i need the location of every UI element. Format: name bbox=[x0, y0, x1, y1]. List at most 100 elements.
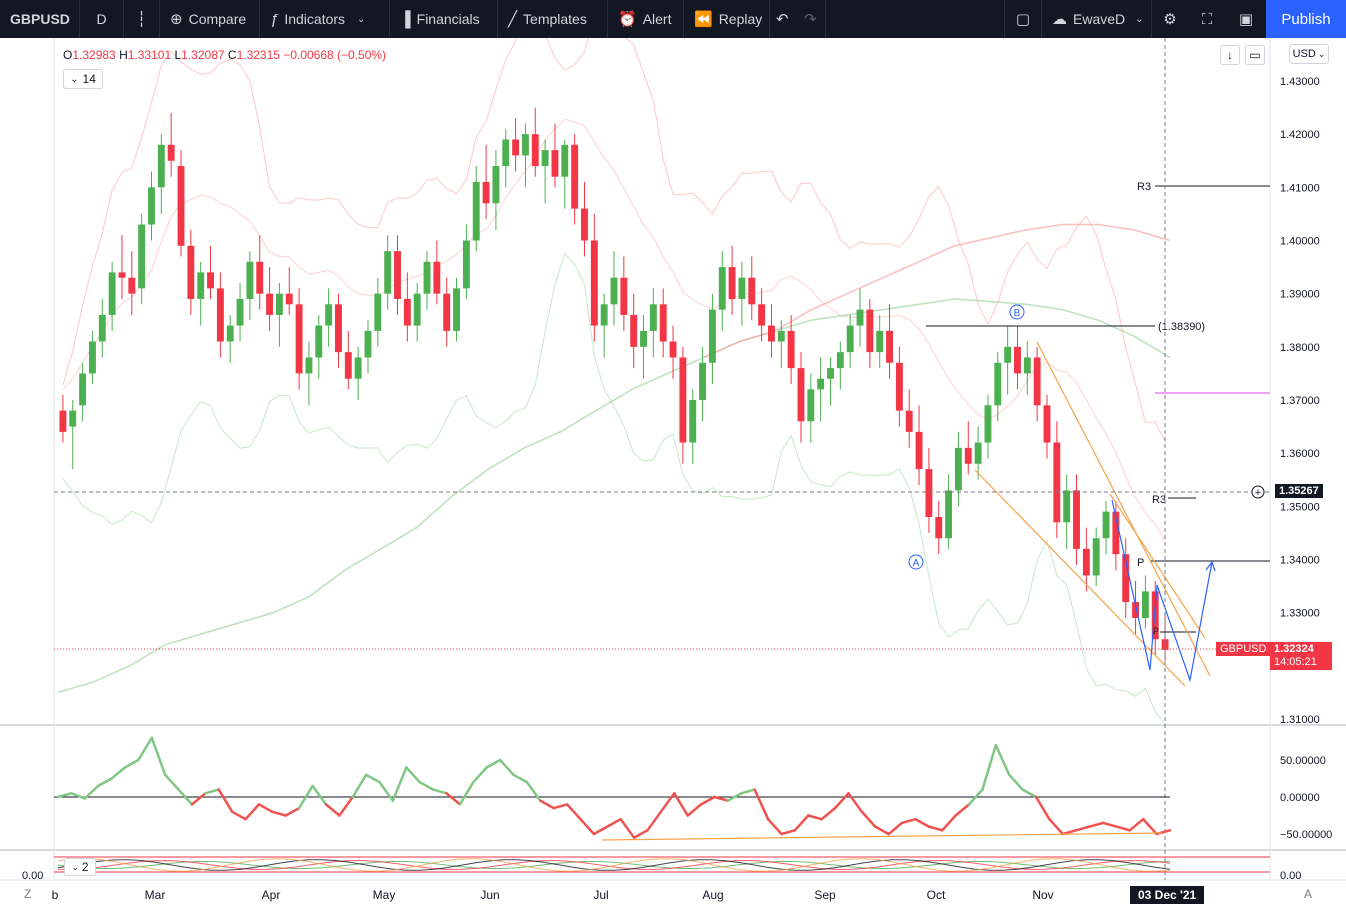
candle-body bbox=[79, 373, 87, 406]
main-pane bbox=[54, 38, 1270, 725]
osc-segment bbox=[874, 825, 890, 836]
settings-button[interactable]: ⚙ bbox=[1152, 0, 1188, 38]
compare-button[interactable]: ⊕ Compare bbox=[160, 0, 260, 38]
channel-inner-line[interactable] bbox=[1109, 493, 1206, 639]
candle-body bbox=[1023, 357, 1031, 374]
arrow-down-icon: ↓ bbox=[1227, 48, 1233, 62]
osc-segment bbox=[190, 792, 207, 806]
oscillator-pane[interactable] bbox=[54, 736, 1172, 839]
scroll-to-latest-button[interactable]: ↓ bbox=[1220, 45, 1240, 65]
osc-segment bbox=[217, 788, 234, 814]
channel-upper-line[interactable] bbox=[1036, 341, 1211, 677]
osc-segment bbox=[177, 788, 194, 806]
indicators-button[interactable]: ƒ Indicators ⌄ bbox=[260, 0, 390, 38]
currency-select[interactable]: USD ⌄ bbox=[1289, 44, 1329, 64]
osc-segment bbox=[820, 806, 837, 821]
candle-body bbox=[216, 288, 224, 342]
interval-button[interactable]: D bbox=[80, 0, 124, 38]
osc-segment bbox=[713, 795, 730, 802]
osc-segment bbox=[472, 766, 488, 784]
zoom-button[interactable]: Z bbox=[24, 887, 32, 901]
candle-body bbox=[354, 357, 362, 379]
oscillator-axis: 50.00000 0.00000 −50.00000 bbox=[1280, 755, 1332, 841]
osc-segment bbox=[1141, 817, 1158, 836]
layout-toggle-button[interactable]: ▢ bbox=[1004, 0, 1042, 38]
osc-segment bbox=[619, 817, 636, 839]
indicator-length-value: 14 bbox=[82, 72, 96, 86]
price-tick-label: 1.43000 bbox=[1280, 76, 1320, 88]
wave-projection[interactable] bbox=[1111, 499, 1213, 683]
ma-green bbox=[57, 298, 1171, 694]
wave-a-marker[interactable] bbox=[908, 554, 924, 570]
osc-trend-line[interactable] bbox=[601, 832, 1163, 841]
price-tick-label: 1.41000 bbox=[1280, 182, 1320, 194]
price-axis[interactable]: 1.43000 1.42000 1.41000 1.40000 1.39000 1.380… bbox=[1280, 76, 1320, 726]
candle-body bbox=[856, 309, 864, 326]
candle-body bbox=[138, 224, 146, 289]
candle-body bbox=[394, 251, 401, 299]
osc-segment bbox=[659, 792, 676, 814]
candle-body bbox=[98, 314, 106, 342]
candle-body bbox=[935, 516, 943, 539]
wave-b-marker[interactable] bbox=[1009, 304, 1025, 320]
indicator-2-length-value: 2 bbox=[81, 860, 89, 874]
last-price-tag: 1.32324 14:05:21 bbox=[1270, 642, 1332, 670]
candle-body bbox=[974, 442, 982, 464]
symbol-button[interactable]: GBPUSD bbox=[0, 0, 80, 38]
templates-label: Templates bbox=[523, 11, 587, 27]
oscillator-2-pane[interactable] bbox=[54, 856, 1270, 873]
price-chart[interactable]: (1.38390) R3 R3 P P A B + 1.43000 1.42000… bbox=[0, 10, 1346, 908]
chart-area[interactable]: (1.38390) R3 R3 P P A B + 1.43000 1.42000… bbox=[0, 10, 1346, 908]
redo-icon: ↷ bbox=[804, 11, 817, 28]
crosshair-add-icon[interactable] bbox=[1251, 485, 1265, 499]
osc-segment bbox=[110, 766, 127, 780]
candle-body bbox=[177, 166, 185, 246]
osc2-series-line bbox=[57, 858, 1171, 872]
candle-body bbox=[659, 304, 667, 342]
indicator-2-length-toggle[interactable]: ⌄ 2 bbox=[64, 858, 96, 876]
alert-button[interactable]: ⏰ Alert bbox=[608, 0, 684, 38]
candle-body bbox=[728, 267, 736, 299]
financials-button[interactable]: ▐ Financials bbox=[390, 0, 498, 38]
indicator-length-toggle[interactable]: ⌄ 14 bbox=[63, 69, 103, 89]
osc-segment bbox=[686, 803, 703, 817]
candles-icon: ┆ bbox=[136, 11, 147, 28]
fullscreen-icon: ⛶ bbox=[1201, 10, 1213, 28]
chart-type-button[interactable]: ┆ bbox=[124, 0, 160, 38]
osc-segment bbox=[311, 784, 328, 806]
candle-body bbox=[108, 272, 116, 315]
osc-segment bbox=[244, 803, 261, 821]
osc-segment bbox=[297, 784, 314, 810]
publish-button[interactable]: Publish bbox=[1266, 0, 1346, 38]
replay-button[interactable]: ⏪ Replay bbox=[684, 0, 770, 38]
osc-segment bbox=[579, 817, 596, 836]
price-tick-label: 1.35000 bbox=[1280, 501, 1320, 513]
redo-button[interactable]: ↷ bbox=[798, 0, 826, 38]
candle-body bbox=[403, 298, 411, 326]
channel-lower-line[interactable] bbox=[974, 469, 1186, 687]
alert-label: Alert bbox=[642, 11, 672, 27]
low-value: 1.32087 bbox=[181, 48, 225, 62]
osc-segment bbox=[914, 817, 931, 828]
pivot-small-label: P bbox=[1153, 626, 1159, 636]
osc-segment bbox=[96, 777, 113, 788]
candle-body bbox=[807, 389, 815, 422]
reset-scale-button[interactable]: ▭ bbox=[1245, 45, 1265, 65]
osc-segment bbox=[431, 788, 448, 795]
osc-segment bbox=[150, 736, 167, 777]
chevron-down-icon: ⌄ bbox=[1317, 48, 1326, 59]
auto-scale-button[interactable]: A bbox=[1304, 887, 1313, 901]
price-tick-label: 1.34000 bbox=[1280, 555, 1320, 567]
fullscreen-button[interactable]: ⛶ bbox=[1188, 0, 1226, 38]
layout-name-button[interactable]: ☁ EwaveD ⌄ bbox=[1042, 0, 1152, 38]
time-axis[interactable]: b Mar Apr May Jun Jul Aug Sep Oct Nov bbox=[52, 888, 1054, 902]
osc-segment bbox=[887, 821, 904, 836]
screenshot-button[interactable]: ▣ bbox=[1226, 0, 1266, 38]
candle-body bbox=[433, 261, 441, 294]
templates-button[interactable]: ╱ Templates bbox=[498, 0, 608, 38]
undo-button[interactable]: ↶ bbox=[770, 0, 798, 38]
osc-segment bbox=[204, 788, 221, 795]
candle-body bbox=[738, 277, 746, 299]
time-tick-label: Jul bbox=[593, 888, 608, 902]
osc2-series-line bbox=[57, 859, 1171, 871]
